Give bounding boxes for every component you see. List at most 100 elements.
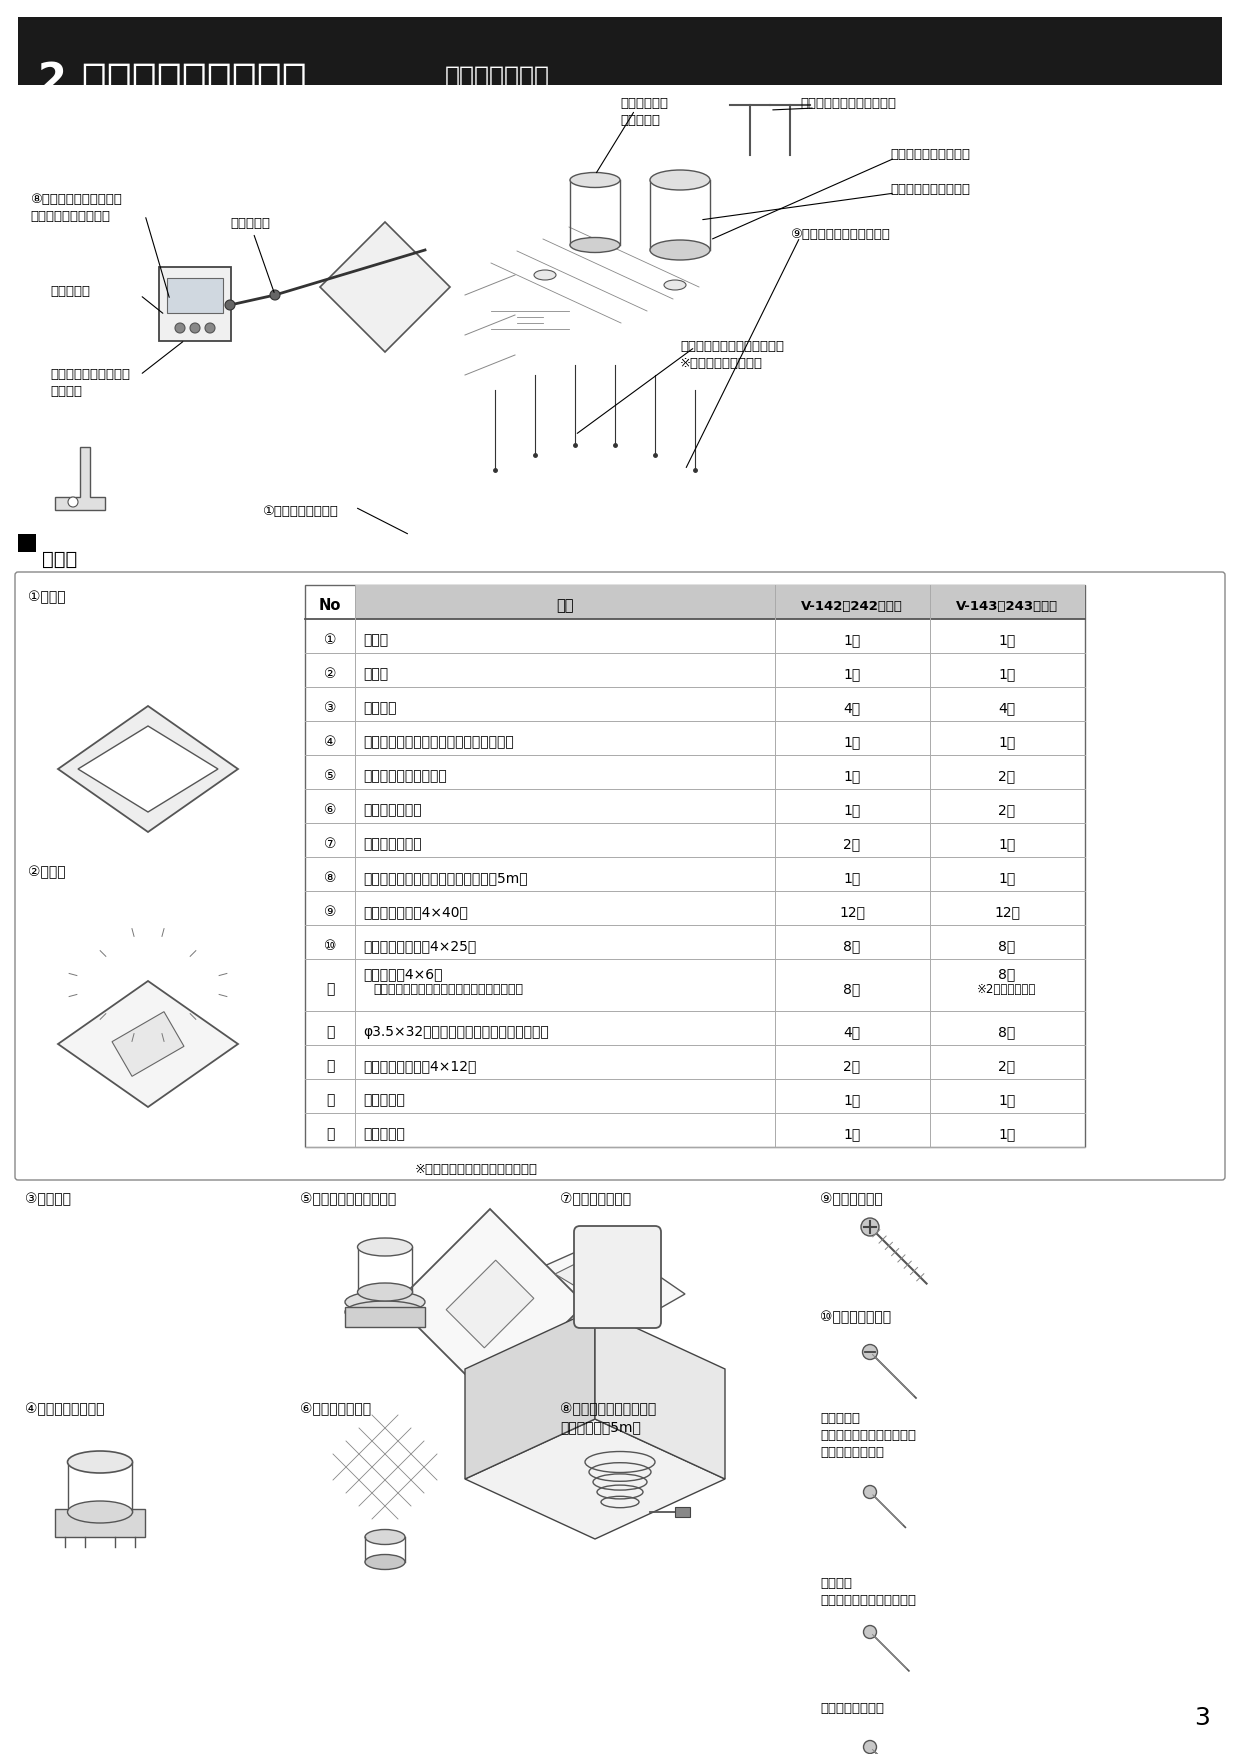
Text: 8本: 8本	[843, 938, 861, 952]
Text: 2.使用部品と使用箇所: 2.使用部品と使用箇所	[38, 60, 308, 102]
Text: 8本: 8本	[843, 982, 861, 996]
Text: 1本: 1本	[843, 872, 861, 886]
Text: ⑮: ⑮	[326, 1128, 335, 1142]
Text: ⑬グリル取付ねじ: ⑬グリル取付ねじ	[820, 1701, 884, 1715]
Text: ⑥: ⑥	[324, 803, 336, 817]
Text: V-142・242タイプ: V-142・242タイプ	[801, 600, 903, 612]
Polygon shape	[112, 1012, 184, 1077]
Ellipse shape	[650, 170, 711, 189]
Polygon shape	[58, 980, 238, 1107]
Text: 排気ダクト（市販品）: 排気ダクト（市販品）	[890, 147, 970, 161]
Text: 4本: 4本	[843, 1024, 861, 1038]
Ellipse shape	[863, 1740, 877, 1754]
Text: 1個: 1個	[843, 768, 861, 782]
Text: 副吸込ダクト
（市販品）: 副吸込ダクト （市販品）	[620, 96, 668, 126]
Circle shape	[190, 323, 200, 333]
Text: カバープレート: カバープレート	[363, 837, 422, 851]
Text: 1個: 1個	[843, 803, 861, 817]
Text: ⑥副吸込口グリル: ⑥副吸込口グリル	[300, 1401, 371, 1415]
Text: コントロールスイッチ
（別売）: コントロールスイッチ （別売）	[50, 368, 130, 398]
Text: ⑭: ⑭	[326, 1093, 335, 1107]
Text: 1個: 1個	[843, 667, 861, 681]
Ellipse shape	[663, 281, 686, 289]
Ellipse shape	[570, 237, 620, 253]
Polygon shape	[465, 1419, 725, 1538]
Ellipse shape	[345, 1291, 425, 1314]
Text: 2個: 2個	[998, 803, 1016, 817]
Text: 据付枠固定ねじ（4×25）: 据付枠固定ねじ（4×25）	[363, 938, 476, 952]
Text: 1個: 1個	[998, 667, 1016, 681]
Text: 1冊: 1冊	[998, 1128, 1016, 1142]
Text: ②: ②	[324, 667, 336, 681]
FancyBboxPatch shape	[574, 1226, 661, 1328]
Ellipse shape	[67, 1451, 133, 1473]
Bar	[19, 533, 36, 553]
Text: ①グリル（付属品）: ①グリル（付属品）	[262, 505, 339, 517]
Text: 12本: 12本	[839, 905, 866, 919]
Text: ⑨本体据付ねじ（付属品）: ⑨本体据付ねじ（付属品）	[790, 228, 890, 240]
Ellipse shape	[863, 1626, 877, 1638]
Text: 2個: 2個	[843, 837, 861, 851]
Ellipse shape	[863, 1345, 878, 1359]
Text: 8本: 8本	[998, 966, 1016, 980]
Text: （カバープレート固定用、天吊金具固定用）: （カバープレート固定用、天吊金具固定用）	[373, 982, 523, 996]
Text: ⑧コントロールスイッチ
接続コード（付属品）: ⑧コントロールスイッチ 接続コード（付属品）	[30, 193, 122, 223]
Text: 1個: 1個	[843, 633, 861, 647]
Ellipse shape	[650, 240, 711, 260]
Text: 8本: 8本	[998, 938, 1016, 952]
Text: ⑬グリル取付ねじ（付属品）
※グリルにテープ固定: ⑬グリル取付ねじ（付属品） ※グリルにテープ固定	[680, 340, 784, 370]
Polygon shape	[515, 1238, 684, 1335]
Text: ⑧コントロールスイッチ
接続コード（5m）: ⑧コントロールスイッチ 接続コード（5m）	[560, 1401, 656, 1435]
Ellipse shape	[863, 1486, 877, 1498]
Ellipse shape	[365, 1554, 405, 1570]
Text: ⑤: ⑤	[324, 768, 336, 782]
Text: ④排気ダクト接続口: ④排気ダクト接続口	[25, 1401, 104, 1415]
Text: ⑩据付枠固定ねじ: ⑩据付枠固定ねじ	[820, 1310, 892, 1324]
Text: ⑤副吸込側ダクト接続口: ⑤副吸込側ダクト接続口	[300, 1193, 397, 1207]
Text: 取扱説明書: 取扱説明書	[363, 1093, 405, 1107]
Circle shape	[224, 300, 236, 310]
Text: 副吸込側ダクト接続口: 副吸込側ダクト接続口	[363, 768, 446, 782]
Text: 1冊: 1冊	[843, 1093, 861, 1107]
Text: 2個: 2個	[998, 768, 1016, 782]
Text: 排気ダクト接続口（白いシャッター付）: 排気ダクト接続口（白いシャッター付）	[363, 735, 513, 749]
Text: 8本: 8本	[998, 1024, 1016, 1038]
Polygon shape	[396, 1209, 585, 1400]
Ellipse shape	[861, 1217, 879, 1237]
Polygon shape	[58, 707, 238, 831]
Text: φ3.5×32木ねじ（副吸込口グリル取付用）: φ3.5×32木ねじ（副吸込口グリル取付用）	[363, 1024, 549, 1038]
Text: グリル取付ねじ（4×12）: グリル取付ねじ（4×12）	[363, 1059, 476, 1073]
Text: ⑧: ⑧	[324, 872, 336, 886]
Text: 付属品: 付属品	[42, 551, 77, 568]
Ellipse shape	[357, 1282, 413, 1301]
Polygon shape	[55, 447, 105, 510]
Text: 1冊: 1冊	[843, 1128, 861, 1142]
Text: ⑩: ⑩	[324, 938, 336, 952]
Bar	[355, 586, 1085, 619]
Text: 副吸込口グリル: 副吸込口グリル	[363, 803, 422, 817]
Text: 取付ねじ（4×6）: 取付ねじ（4×6）	[363, 966, 443, 980]
Ellipse shape	[534, 270, 556, 281]
Text: ②据付枠: ②据付枠	[29, 865, 66, 879]
Text: （外形寸法図）: （外形寸法図）	[445, 65, 551, 89]
Polygon shape	[78, 726, 218, 812]
Text: ⑫: ⑫	[326, 1024, 335, 1038]
Text: 名称: 名称	[557, 598, 574, 614]
Text: ⑦カバープレート: ⑦カバープレート	[560, 1193, 631, 1207]
Text: 2本: 2本	[998, 1059, 1016, 1073]
Text: No: No	[319, 598, 341, 614]
Text: ⑨本体据付ねじ: ⑨本体据付ねじ	[820, 1193, 883, 1207]
FancyBboxPatch shape	[167, 277, 223, 312]
Text: コネクター: コネクター	[50, 284, 91, 298]
Text: ③: ③	[324, 702, 336, 716]
Text: ダクト吊り金具（市販品）: ダクト吊り金具（市販品）	[800, 96, 897, 111]
FancyBboxPatch shape	[15, 572, 1225, 1180]
Polygon shape	[465, 1308, 595, 1479]
Ellipse shape	[570, 172, 620, 188]
Text: 1本: 1本	[998, 872, 1016, 886]
Text: ①グリル: ①グリル	[29, 589, 66, 603]
FancyBboxPatch shape	[159, 267, 231, 340]
Text: 本体据付ねじ（4×40）: 本体据付ねじ（4×40）	[363, 905, 467, 919]
Text: ⑫木ねじ
（副吸込口グリル取付用）: ⑫木ねじ （副吸込口グリル取付用）	[820, 1577, 916, 1607]
Ellipse shape	[365, 1529, 405, 1545]
